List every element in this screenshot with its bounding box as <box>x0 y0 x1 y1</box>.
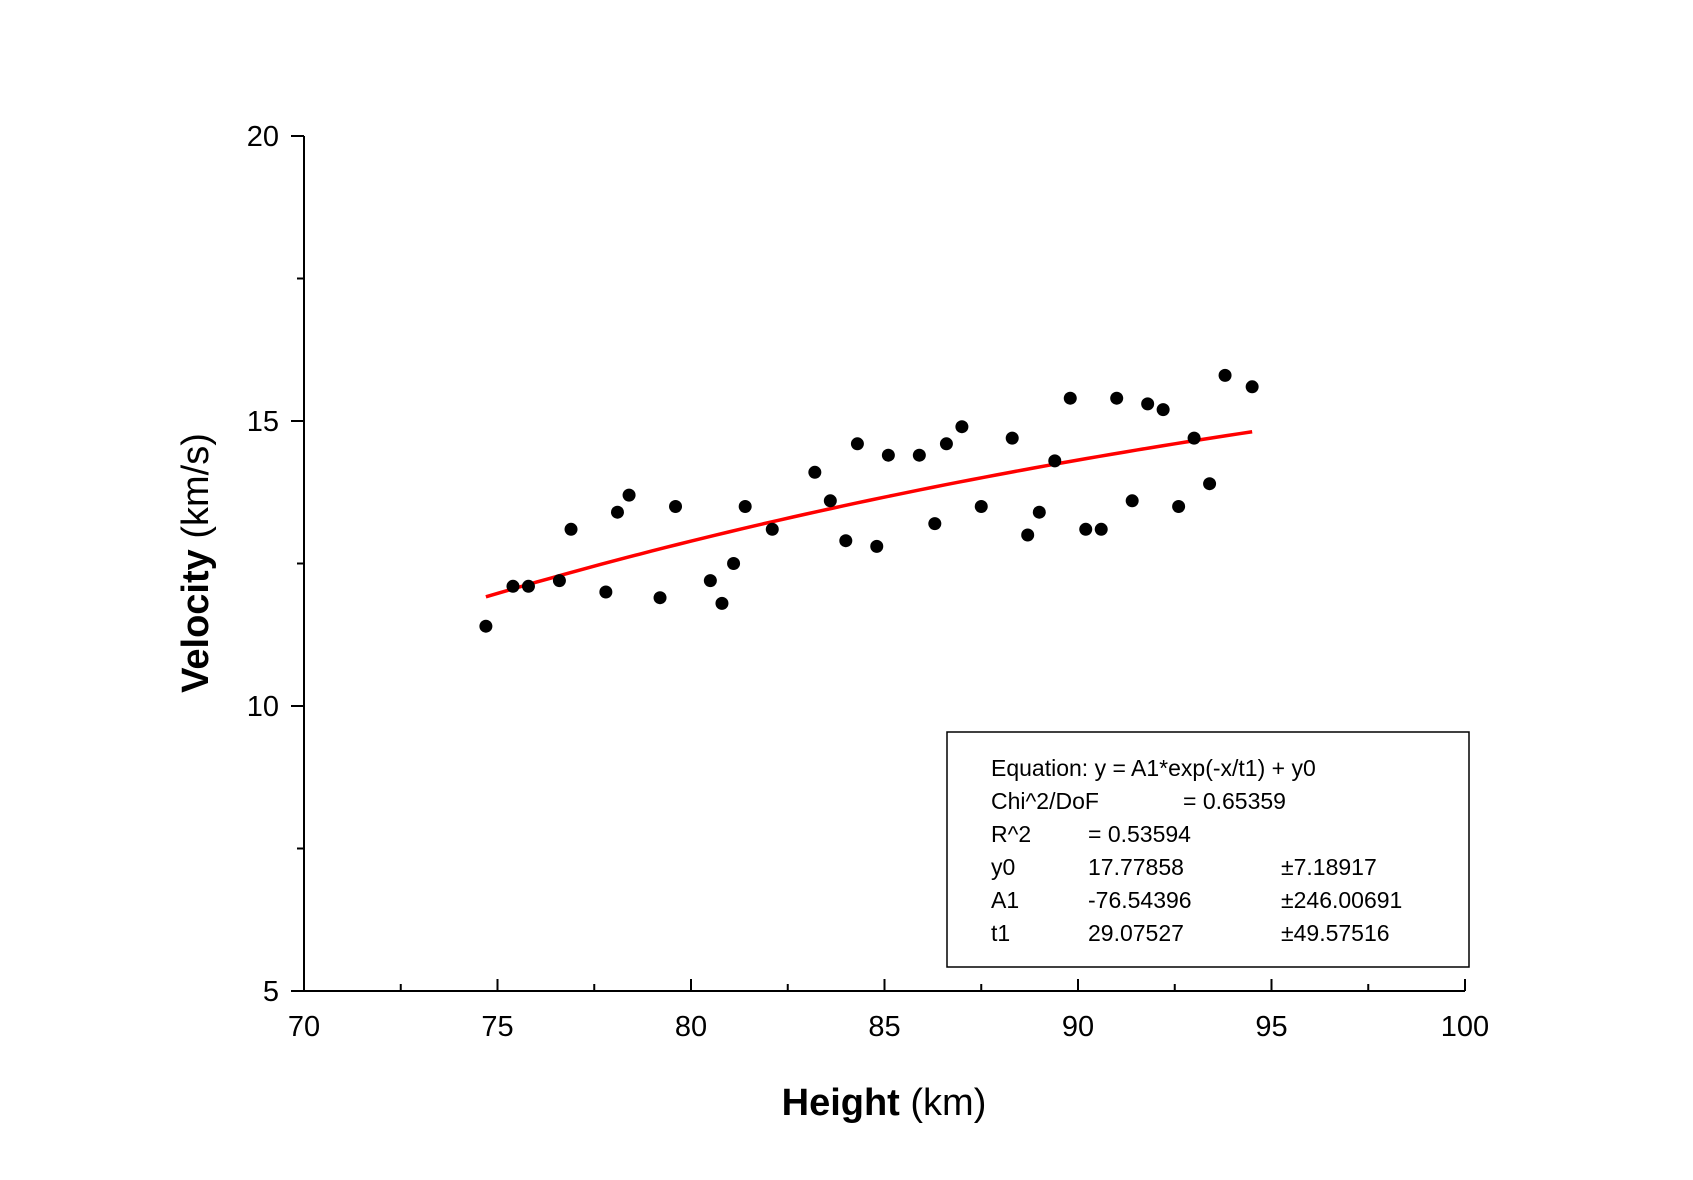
fit-param-y0-name: y0 <box>991 854 1015 880</box>
data-point <box>870 539 884 553</box>
data-point <box>1203 477 1217 491</box>
data-point <box>974 500 988 513</box>
data-point <box>715 596 729 610</box>
fit-param-t1-name: t1 <box>991 920 1010 946</box>
data-point <box>1245 380 1259 394</box>
fit-equation: Equation: y = A1*exp(-x/t1) + y0 <box>991 755 1316 781</box>
tick-labels: 70 75 80 85 90 95 100 5 10 15 20 <box>247 121 1489 1043</box>
data-point <box>928 517 942 531</box>
fit-param-y0-value: 17.77858 <box>1088 854 1184 880</box>
data-point <box>850 437 864 451</box>
data-point <box>939 437 953 451</box>
y-tick-label: 10 <box>247 691 279 723</box>
y-axis-title: Velocity (km/s) <box>175 433 217 693</box>
data-point <box>1094 522 1108 536</box>
fit-r2-label: R^2 <box>991 821 1031 847</box>
x-axis-title: Height (km) <box>782 1082 987 1124</box>
data-point <box>669 500 683 513</box>
data-point <box>703 574 717 588</box>
data-point <box>1032 505 1046 519</box>
data-point <box>1110 391 1124 405</box>
data-point <box>1125 494 1139 508</box>
data-point <box>912 448 926 462</box>
x-tick-label: 90 <box>1062 1011 1094 1043</box>
data-point <box>1079 522 1093 536</box>
data-point <box>610 505 624 519</box>
data-point <box>521 579 535 593</box>
x-tick-label: 80 <box>675 1011 707 1043</box>
data-point <box>1048 454 1062 468</box>
data-point <box>506 579 520 593</box>
fit-curve <box>485 430 1253 599</box>
x-tick-label: 95 <box>1255 1011 1287 1043</box>
x-axis-title-bold: Height <box>782 1082 901 1124</box>
data-point <box>1005 431 1019 445</box>
data-point <box>564 522 578 536</box>
y-axis-title-unit: (km/s) <box>175 433 217 549</box>
y-tick-label: 20 <box>247 121 279 153</box>
x-tick-label: 100 <box>1441 1011 1489 1043</box>
data-point <box>881 448 895 462</box>
data-point <box>808 465 822 479</box>
data-point <box>839 534 853 548</box>
fit-chi-label: Chi^2/DoF <box>991 788 1099 814</box>
x-tick-label: 75 <box>481 1011 513 1043</box>
fit-r2-value: = 0.53594 <box>1088 821 1191 847</box>
y-tick-label: 5 <box>263 976 279 1008</box>
data-point <box>1021 528 1035 542</box>
data-point <box>765 522 779 536</box>
x-tick-label: 85 <box>868 1011 900 1043</box>
data-point <box>1187 431 1201 445</box>
data-point <box>552 574 566 588</box>
data-point <box>1063 391 1077 405</box>
y-axis-title-bold: Velocity <box>175 549 217 693</box>
data-point <box>955 420 969 434</box>
fit-chi-value: = 0.65359 <box>1183 788 1286 814</box>
data-point <box>738 500 752 513</box>
fit-param-a1-name: A1 <box>991 887 1019 913</box>
fit-param-y0-error: ±7.18917 <box>1281 854 1377 880</box>
data-point <box>1172 500 1186 513</box>
data-point <box>479 619 493 633</box>
data-point <box>1156 403 1170 417</box>
fit-result-box: Equation: y = A1*exp(-x/t1) + y0 Chi^2/D… <box>946 731 1470 968</box>
fit-param-t1-value: 29.07527 <box>1088 920 1184 946</box>
y-tick-label: 15 <box>247 406 279 438</box>
fit-param-a1-value: -76.54396 <box>1088 887 1192 913</box>
fit-box-border <box>946 731 1470 968</box>
x-axis-title-unit: (km) <box>900 1082 987 1124</box>
data-point <box>1218 368 1232 382</box>
data-point <box>727 557 741 570</box>
data-points <box>479 368 1259 633</box>
fit-param-a1-error: ±246.00691 <box>1281 887 1402 913</box>
data-point <box>622 488 636 502</box>
ticks <box>291 135 1466 992</box>
data-point <box>599 585 613 599</box>
x-tick-label: 70 <box>288 1011 320 1043</box>
data-point <box>653 591 667 605</box>
data-point <box>1141 397 1155 411</box>
fit-param-t1-error: ±49.57516 <box>1281 920 1390 946</box>
data-point <box>823 494 837 508</box>
